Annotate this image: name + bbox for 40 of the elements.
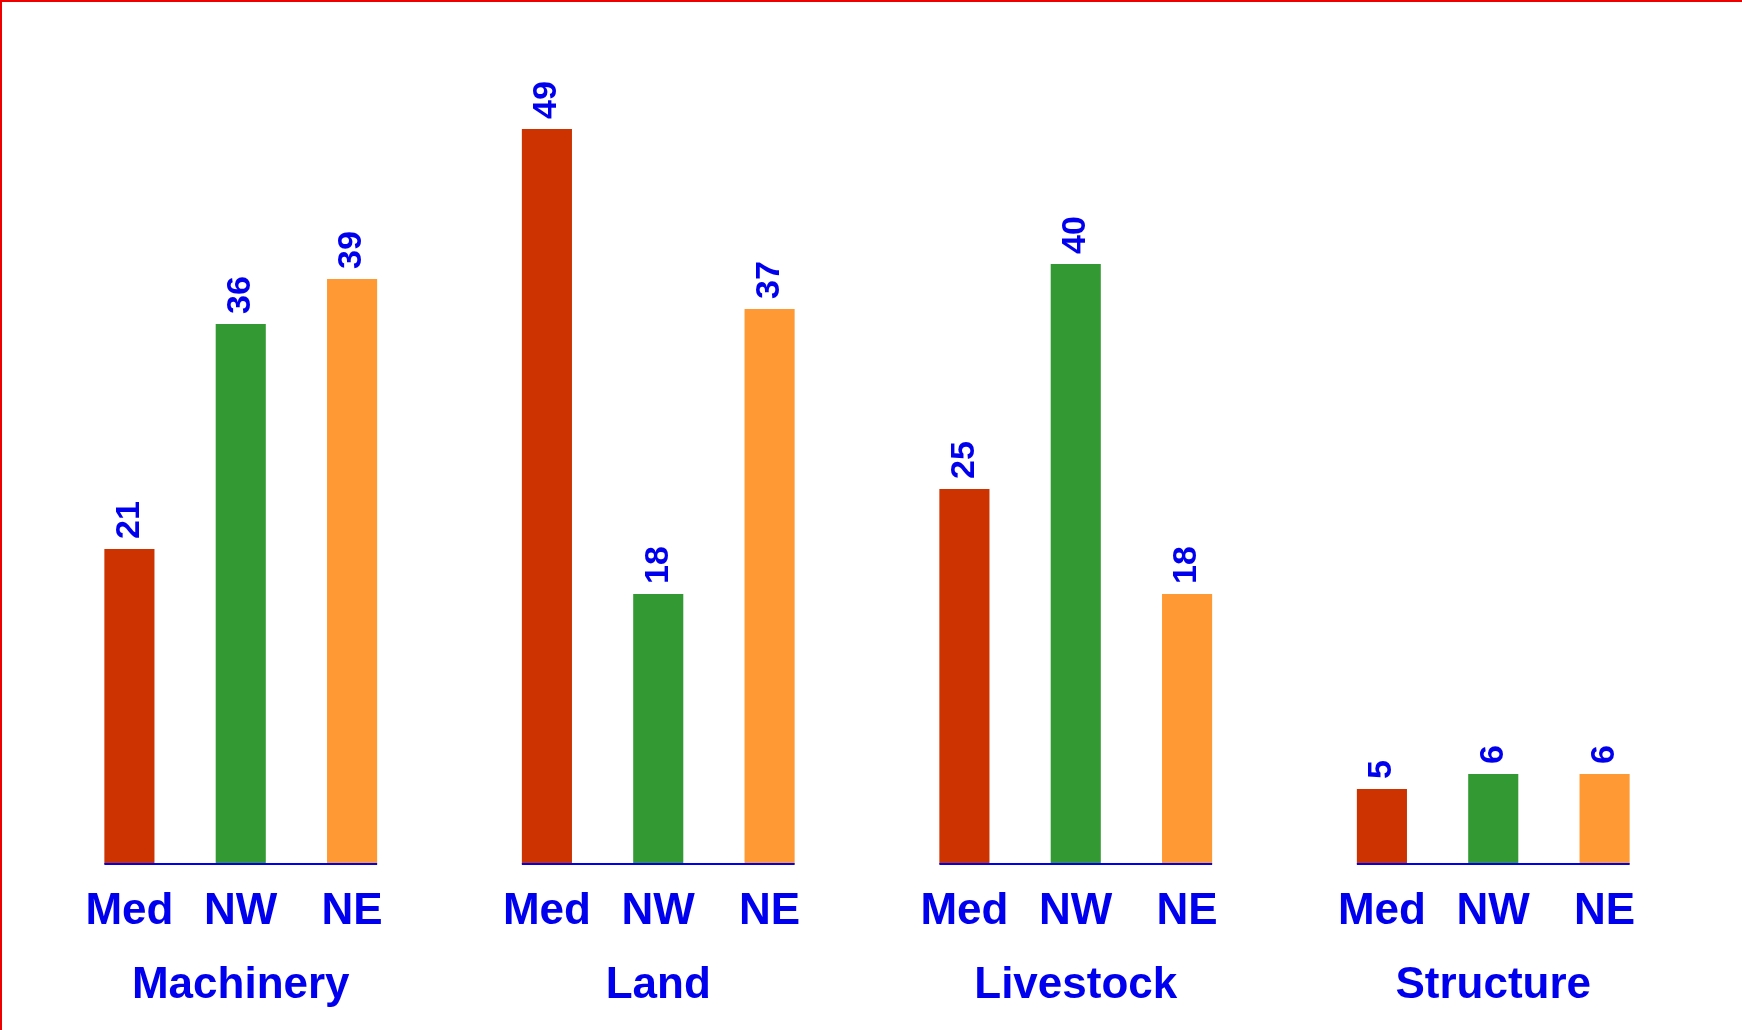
data-label: 49 (525, 81, 564, 119)
text: NE (1574, 884, 1636, 934)
data-label: 5 (1360, 760, 1399, 779)
bar (744, 309, 795, 864)
data-label: 36 (219, 276, 258, 314)
text: NE (1156, 884, 1218, 934)
bar (104, 549, 155, 864)
data-label: 25 (942, 441, 981, 479)
text: NE (739, 884, 801, 934)
x-tick-label: Structure (1395, 958, 1592, 1008)
data-label: 6 (1582, 745, 1621, 764)
bar (1468, 774, 1519, 864)
text: Med (920, 884, 1009, 934)
text: Med (502, 884, 591, 934)
bar (1050, 264, 1101, 864)
text: NW (1039, 884, 1113, 934)
series-label: NE (321, 884, 383, 934)
bar (215, 324, 266, 864)
data-label: 40 (1054, 216, 1093, 254)
bar (327, 279, 378, 864)
text: NW (621, 884, 695, 934)
data-label: 18 (636, 546, 675, 584)
x-tick-label: Land (605, 958, 711, 1008)
series-label: Med (1337, 884, 1426, 934)
data-label: 21 (107, 501, 146, 539)
series-label: NW (204, 884, 278, 934)
x-tick-label: Livestock (974, 958, 1178, 1008)
data-label: 39 (330, 231, 369, 269)
x-tick-label: Machinery (131, 958, 351, 1008)
bar (939, 489, 990, 864)
bar (1579, 774, 1630, 864)
data-label: 6 (1471, 745, 1510, 764)
text: NW (1456, 884, 1530, 934)
bar (1356, 789, 1407, 864)
bar (521, 129, 572, 864)
bar (1162, 594, 1213, 864)
data-label: 18 (1165, 546, 1204, 584)
data-label: 37 (747, 261, 786, 299)
bar (633, 594, 684, 864)
text: Med (85, 884, 174, 934)
